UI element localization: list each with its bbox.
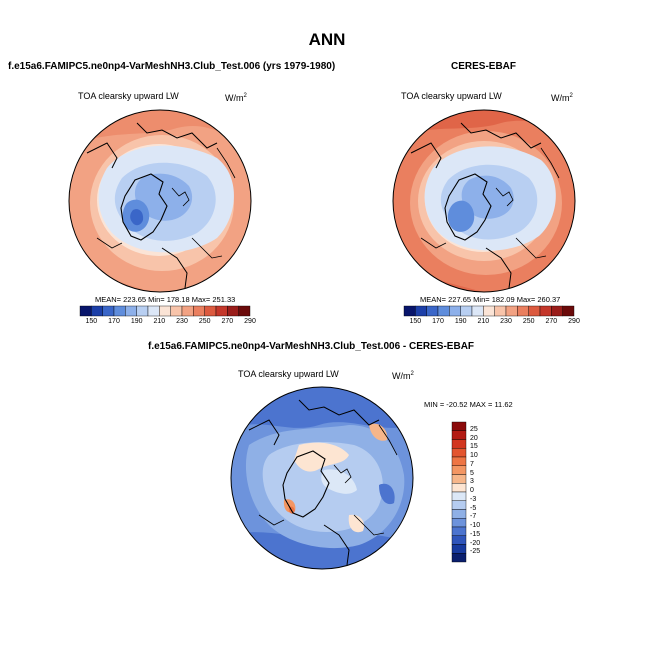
colorbar-swatch — [159, 305, 171, 317]
colorbar-tick-label: 230 — [176, 318, 188, 325]
panel-3-title: f.e15a6.FAMIPC5.ne0np4-VarMeshNH3.Club_T… — [148, 341, 475, 352]
colorbar-tick-label: 170 — [108, 318, 120, 325]
panel-1-polar-map — [68, 109, 252, 293]
colorbar-swatch — [451, 491, 467, 501]
main-title: ANN — [308, 30, 346, 49]
colorbar-tick-label: 190 — [130, 318, 143, 325]
colorbar-tick-label: 170 — [432, 318, 444, 325]
panel-1-title: f.e15a6.FAMIPC5.ne0np4-VarMeshNH3.Club_T… — [8, 61, 336, 72]
colorbar-tick-label: 3 — [470, 478, 474, 486]
colorbar-tick-label: 210 — [477, 318, 490, 325]
colorbar-swatch — [449, 305, 461, 317]
colorbar-swatch — [238, 305, 251, 317]
colorbar-swatch — [451, 500, 467, 510]
panel-1-colorbar — [79, 305, 251, 317]
colorbar-swatch — [483, 305, 495, 317]
colorbar-tick-label: 5 — [470, 469, 474, 477]
colorbar-swatch — [79, 305, 92, 317]
colorbar-tick-label: -10 — [470, 522, 481, 529]
colorbar-swatch — [193, 305, 205, 317]
colorbar-swatch — [505, 305, 518, 317]
colorbar-swatch — [451, 456, 467, 466]
colorbar-tick-label: -20 — [470, 539, 481, 547]
panel-2-polar-map — [392, 109, 576, 293]
colorbar-swatch — [181, 305, 194, 317]
colorbar-tick-label: 15 — [470, 443, 478, 451]
colorbar-tick-label: 25 — [470, 425, 478, 433]
colorbar-swatch — [451, 465, 467, 475]
colorbar-tick-label: 190 — [454, 318, 467, 325]
colorbar-swatch — [494, 305, 507, 317]
colorbar-swatch — [451, 448, 467, 458]
colorbar-tick-label: 250 — [522, 318, 535, 325]
colorbar-swatch — [451, 526, 467, 536]
colorbar-swatch — [551, 305, 563, 317]
panel-2-title: CERES-EBAF — [451, 61, 517, 72]
panel-3-colorbar — [451, 421, 467, 563]
panel-2-colorbar-labels: 150 170 190 210 230 250 270 290 — [404, 318, 579, 328]
colorbar-swatch — [451, 430, 467, 440]
panel-1-colorbar-labels: 150 170 190 210 230 250 270 290 — [80, 318, 255, 328]
colorbar-tick-label: 230 — [500, 318, 512, 325]
colorbar-swatch — [403, 305, 416, 317]
colorbar-tick-label: 150 — [85, 318, 98, 325]
colorbar-swatch — [451, 535, 467, 545]
colorbar-swatch — [437, 305, 450, 317]
panel-2-units: W/m2 — [551, 93, 573, 103]
colorbar-tick-label: 7 — [470, 460, 474, 468]
colorbar-tick-label: 250 — [198, 318, 211, 325]
colorbar-tick-label: 290 — [568, 318, 580, 325]
panel-1-stats: MEAN= 223.65 Min= 178.18 Max= 251.33 — [95, 295, 236, 304]
colorbar-tick-label: -25 — [470, 548, 481, 556]
colorbar-swatch — [451, 518, 467, 528]
panel-1-units: W/m2 — [225, 93, 247, 103]
panel-2-variable-label: TOA clearsky upward LW — [401, 91, 502, 101]
panel-3-units: W/m2 — [392, 371, 414, 381]
colorbar-swatch — [460, 305, 473, 317]
colorbar-tick-label: -7 — [470, 513, 477, 521]
colorbar-swatch — [204, 305, 217, 317]
colorbar-tick-label: 210 — [153, 318, 166, 325]
colorbar-swatch — [517, 305, 529, 317]
colorbar-swatch — [113, 305, 126, 317]
colorbar-swatch — [147, 305, 160, 317]
panel-2-colorbar — [403, 305, 575, 317]
colorbar-swatch — [471, 305, 484, 317]
panel-3-colorbar-labels: 25 20 15 10 7 5 3 0 -3 -5 -7 -10 -15 -20 -25 — [470, 422, 490, 562]
colorbar-swatch — [227, 305, 239, 317]
colorbar-tick-label: 270 — [221, 318, 234, 325]
colorbar-swatch — [451, 509, 467, 519]
colorbar-tick-label: 20 — [470, 434, 478, 442]
colorbar-swatch — [451, 544, 467, 554]
colorbar-tick-label: 290 — [244, 318, 256, 325]
colorbar-tick-label: 270 — [545, 318, 558, 325]
colorbar-swatch — [451, 439, 467, 449]
colorbar-swatch — [539, 305, 552, 317]
colorbar-swatch — [426, 305, 439, 317]
colorbar-tick-label: -15 — [470, 530, 481, 538]
panel-3-difference-map — [230, 386, 414, 570]
colorbar-tick-label: 10 — [470, 452, 478, 459]
colorbar-tick-label: -3 — [470, 495, 477, 503]
colorbar-tick-label: 150 — [409, 318, 422, 325]
colorbar-swatch — [562, 305, 575, 317]
colorbar-swatch — [136, 305, 149, 317]
panel-1-variable-label: TOA clearsky upward LW — [78, 91, 179, 101]
colorbar-swatch — [125, 305, 137, 317]
colorbar-tick-label: -5 — [470, 504, 477, 512]
colorbar-swatch — [215, 305, 228, 317]
panel-3-stats: MIN = -20.52 MAX = 11.62 — [424, 400, 513, 409]
colorbar-swatch — [528, 305, 541, 317]
colorbar-swatch — [451, 474, 467, 484]
colorbar-swatch — [451, 421, 467, 431]
colorbar-tick-label: 0 — [470, 487, 474, 494]
panel-3-variable-label: TOA clearsky upward LW — [238, 369, 339, 379]
colorbar-swatch — [91, 305, 103, 317]
colorbar-swatch — [415, 305, 427, 317]
colorbar-swatch — [170, 305, 183, 317]
panel-2-stats: MEAN= 227.65 Min= 182.09 Max= 260.37 — [420, 295, 561, 304]
colorbar-swatch — [102, 305, 115, 317]
colorbar-swatch — [451, 483, 467, 493]
colorbar-swatch — [451, 553, 467, 563]
